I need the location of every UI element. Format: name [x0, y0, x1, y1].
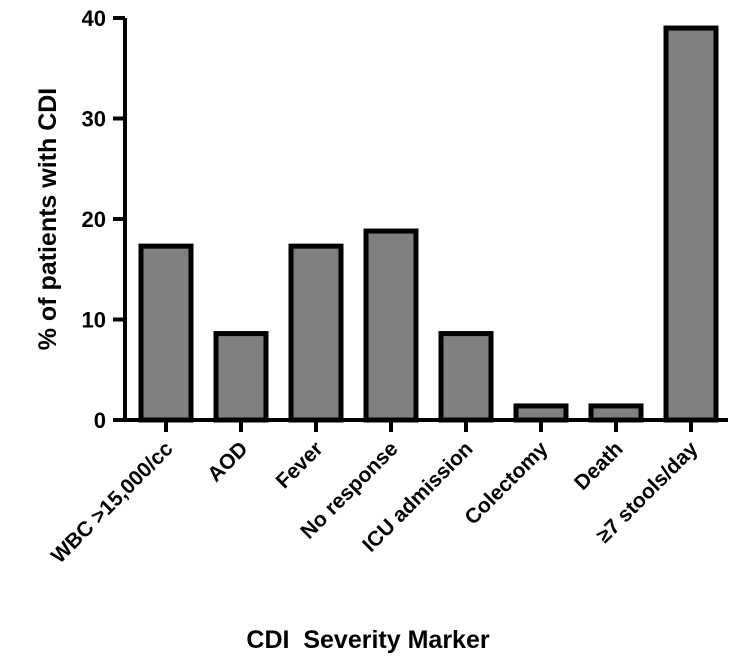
bar [663, 25, 719, 423]
bar [213, 331, 269, 423]
bar [288, 243, 344, 423]
bars [138, 25, 719, 423]
bar [363, 228, 419, 423]
x-tick-label: Fever [272, 437, 328, 493]
y-tick-label: 40 [82, 6, 106, 31]
x-tick-label: WBC >15,000/cc [47, 437, 178, 568]
y-tick-label: 30 [82, 107, 106, 132]
bar [438, 331, 494, 423]
bar [138, 243, 194, 423]
y-tick-label: 0 [94, 408, 106, 433]
bar [513, 403, 569, 423]
x-tick-label: Death [570, 437, 628, 495]
y-axis-title: % of patients with CDI [34, 88, 62, 351]
y-axis: 0 10 20 30 40 [82, 6, 127, 433]
y-tick-label: 20 [82, 207, 106, 232]
y-tick-label: 10 [82, 308, 106, 333]
bar [588, 403, 644, 423]
x-tick-label: AOD [203, 437, 252, 486]
x-axis-title: CDI Severity Marker [246, 626, 489, 654]
